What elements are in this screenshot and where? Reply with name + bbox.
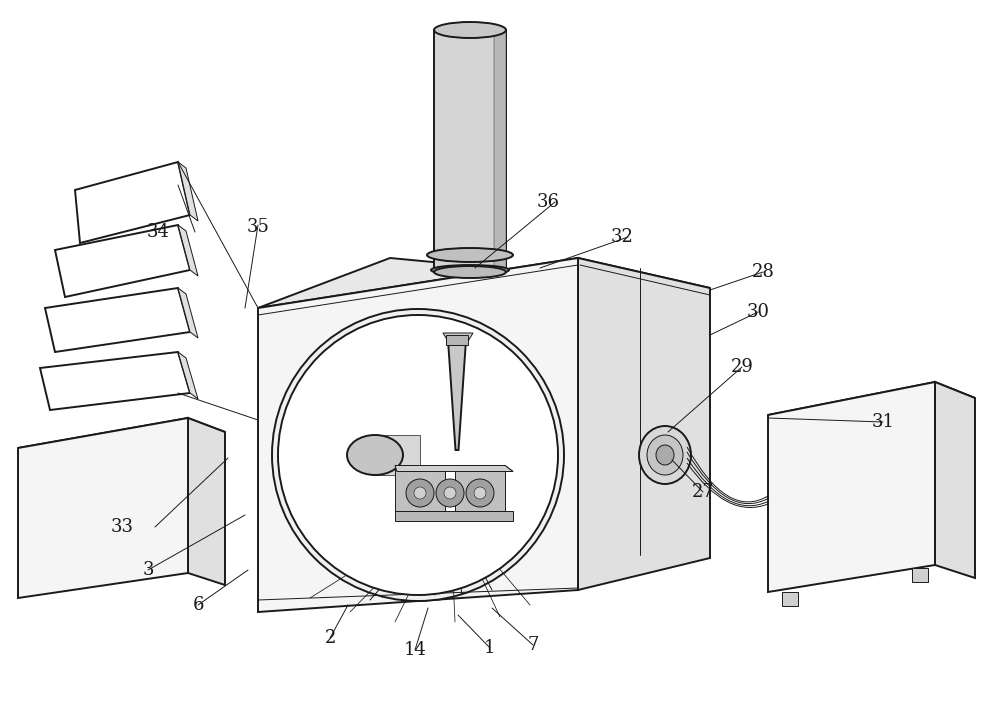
Polygon shape	[395, 465, 513, 472]
Polygon shape	[448, 340, 466, 450]
Polygon shape	[45, 288, 190, 352]
Text: 3: 3	[142, 561, 154, 579]
Polygon shape	[178, 352, 198, 399]
Polygon shape	[178, 225, 198, 276]
Text: 7: 7	[527, 636, 539, 654]
Text: 30: 30	[746, 303, 770, 321]
Ellipse shape	[647, 435, 683, 475]
Polygon shape	[40, 352, 190, 410]
Polygon shape	[455, 465, 505, 510]
Polygon shape	[494, 30, 506, 272]
Polygon shape	[18, 418, 225, 462]
Circle shape	[436, 479, 464, 507]
Polygon shape	[18, 418, 188, 598]
Text: 2: 2	[324, 629, 336, 647]
Text: 35: 35	[247, 218, 269, 236]
Text: 33: 33	[110, 518, 134, 536]
Polygon shape	[455, 465, 513, 472]
Circle shape	[406, 479, 434, 507]
Circle shape	[272, 309, 564, 601]
Polygon shape	[178, 288, 198, 338]
Polygon shape	[188, 418, 225, 585]
Circle shape	[466, 479, 494, 507]
Polygon shape	[768, 382, 975, 430]
Text: 1: 1	[484, 639, 496, 657]
Polygon shape	[578, 258, 710, 590]
Circle shape	[444, 487, 456, 499]
Polygon shape	[912, 568, 928, 582]
Polygon shape	[446, 335, 468, 345]
Polygon shape	[443, 333, 473, 353]
Polygon shape	[55, 225, 190, 297]
Polygon shape	[395, 465, 445, 510]
Polygon shape	[258, 258, 578, 612]
Polygon shape	[768, 382, 935, 592]
Circle shape	[278, 315, 558, 595]
Polygon shape	[434, 30, 506, 272]
Polygon shape	[935, 382, 975, 578]
Polygon shape	[178, 162, 198, 221]
Ellipse shape	[656, 445, 674, 465]
Text: 6: 6	[192, 596, 204, 614]
Text: 29: 29	[731, 358, 753, 376]
Polygon shape	[375, 435, 420, 475]
Ellipse shape	[347, 435, 403, 475]
Circle shape	[474, 487, 486, 499]
Text: 32: 32	[611, 228, 633, 246]
Polygon shape	[782, 592, 798, 606]
Polygon shape	[75, 162, 190, 243]
Text: 31: 31	[872, 413, 895, 431]
Ellipse shape	[431, 265, 509, 275]
Ellipse shape	[639, 426, 691, 484]
Text: 34: 34	[147, 223, 169, 241]
Text: 14: 14	[404, 641, 426, 659]
Text: 27: 27	[692, 483, 714, 501]
Ellipse shape	[434, 266, 506, 278]
Polygon shape	[395, 510, 513, 521]
Text: 28: 28	[752, 263, 774, 281]
Ellipse shape	[427, 248, 513, 262]
Polygon shape	[258, 258, 710, 308]
Ellipse shape	[434, 22, 506, 38]
Text: 36: 36	[536, 193, 560, 211]
Circle shape	[414, 487, 426, 499]
